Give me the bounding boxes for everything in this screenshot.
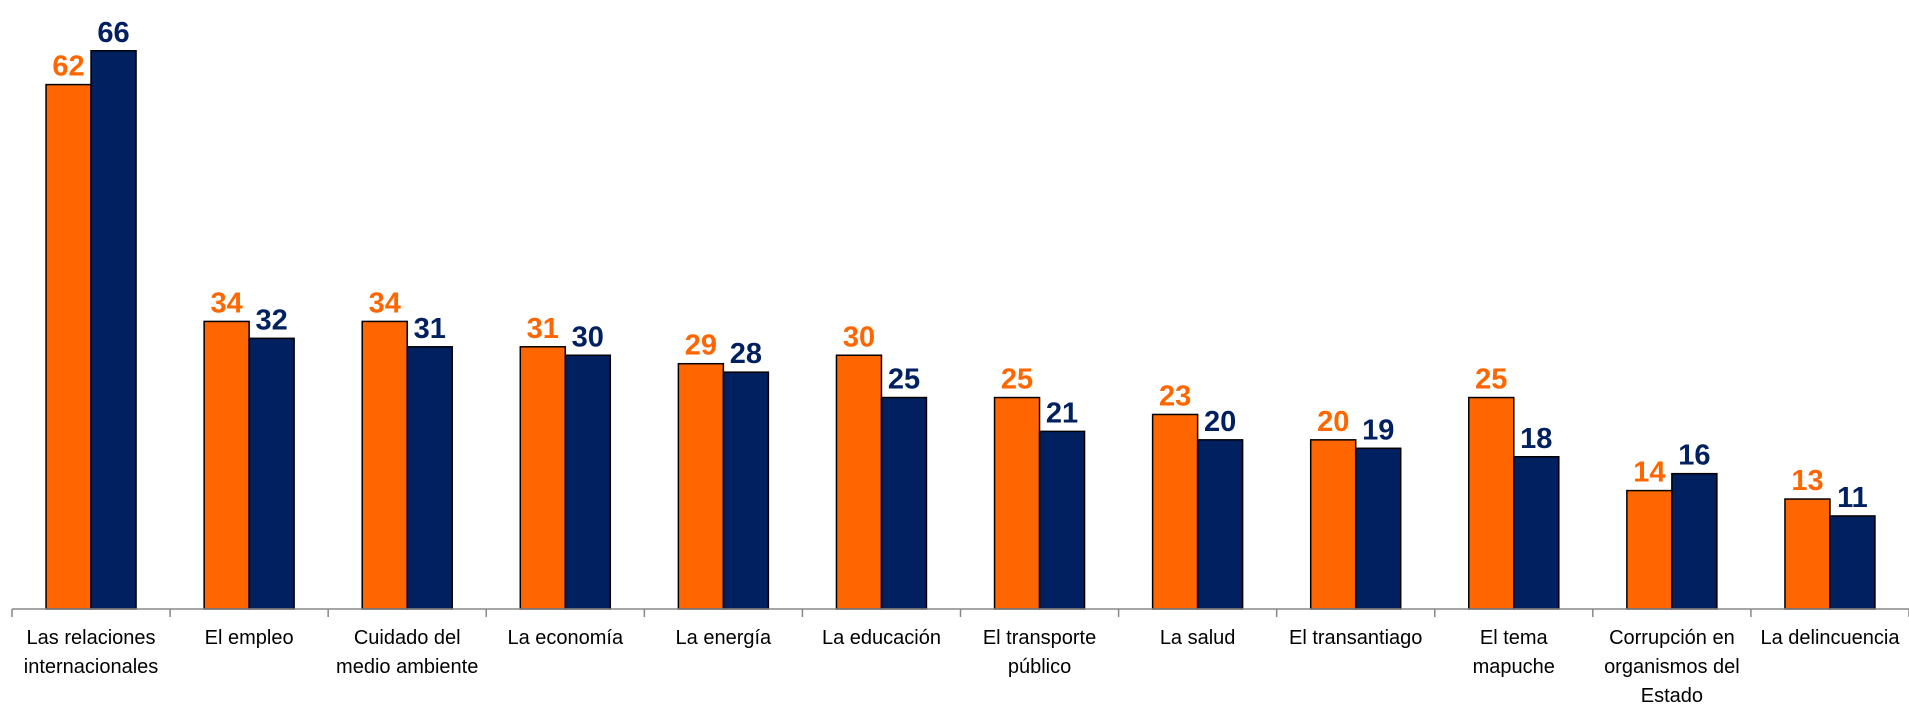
- bar: [203, 320, 250, 610]
- bar: [45, 83, 92, 610]
- category-line: mapuche: [1473, 656, 1555, 678]
- category-line: público: [1008, 656, 1071, 678]
- value-label: 29: [685, 330, 717, 362]
- value-label: 11: [1837, 482, 1868, 514]
- category-line: internacionales: [24, 656, 159, 678]
- x-tick-label: El transporte público: [983, 627, 1096, 678]
- bar: [677, 362, 725, 610]
- x-tick-label: La salud: [1160, 627, 1236, 649]
- x-tick-label: El tema mapuche: [1473, 627, 1555, 678]
- bar: [1784, 498, 1831, 610]
- category-line: El empleo: [205, 627, 294, 649]
- bar: [90, 50, 137, 610]
- value-label: 19: [1362, 414, 1394, 446]
- value-label: 14: [1633, 457, 1665, 489]
- category-line: El tema: [1480, 627, 1549, 649]
- bar: [406, 346, 453, 610]
- x-tick-label: La economía: [507, 627, 624, 649]
- x-tick-label: Corrupción en organismos del Estado: [1604, 627, 1740, 707]
- x-tick-label: La delincuencia: [1760, 627, 1900, 649]
- bar: [361, 320, 408, 610]
- bar: [993, 396, 1041, 610]
- value-label: 25: [1001, 364, 1033, 396]
- bar: [1671, 472, 1718, 610]
- value-label: 25: [1475, 364, 1507, 396]
- value-label: 28: [730, 338, 762, 370]
- value-label: 20: [1317, 406, 1349, 438]
- category-line: Estado: [1641, 685, 1703, 707]
- value-label: 21: [1046, 397, 1078, 429]
- value-label: 30: [843, 321, 875, 353]
- category-line: Corrupción en: [1609, 627, 1735, 649]
- category-line: La delincuencia: [1760, 627, 1900, 649]
- category-line: medio ambiente: [336, 656, 478, 678]
- bar: [1038, 430, 1086, 610]
- x-tick-label: Cuidado del medio ambiente: [336, 627, 478, 678]
- category-line: Cuidado del: [354, 627, 461, 649]
- value-label: 34: [369, 287, 401, 319]
- bar: [1196, 439, 1244, 610]
- category-line: La salud: [1160, 627, 1236, 649]
- category-line: La educación: [822, 627, 941, 649]
- value-label: 31: [527, 313, 559, 345]
- bar: [1151, 413, 1199, 610]
- category-line: Las relaciones: [27, 627, 156, 649]
- category-line: El transporte: [983, 627, 1096, 649]
- value-label: 66: [97, 17, 129, 49]
- category-line: La economía: [507, 627, 624, 649]
- category-line: El transantiago: [1289, 627, 1422, 649]
- category-line: organismos del: [1604, 656, 1740, 678]
- value-label: 62: [52, 51, 84, 83]
- x-tick-label: El transantiago: [1289, 627, 1422, 649]
- bar: [1309, 439, 1357, 610]
- bar: [880, 396, 928, 610]
- value-label: 32: [255, 304, 287, 336]
- bar: [835, 354, 883, 610]
- bar: [564, 354, 612, 610]
- bar: [1354, 447, 1402, 610]
- bar: [1829, 515, 1876, 610]
- x-tick-label: Las relaciones internacionales: [24, 627, 159, 678]
- bar: [1626, 489, 1673, 610]
- value-label: 18: [1520, 423, 1552, 455]
- value-label: 20: [1204, 406, 1236, 438]
- value-label: 13: [1791, 465, 1823, 497]
- value-label: 34: [210, 287, 242, 319]
- bar: [1468, 396, 1515, 610]
- category-line: La energía: [676, 627, 773, 649]
- bar: [248, 337, 295, 610]
- bar: [722, 371, 770, 610]
- value-label: 30: [572, 321, 604, 353]
- value-label: 23: [1159, 380, 1191, 412]
- value-label: 31: [414, 313, 446, 345]
- x-tick-label: El empleo: [205, 627, 294, 649]
- value-label: 16: [1678, 440, 1710, 472]
- value-label: 25: [888, 364, 920, 396]
- bar: [519, 346, 567, 610]
- x-tick-label: La energía: [676, 627, 773, 649]
- x-tick-label: La educación: [822, 627, 941, 649]
- bar: [1513, 456, 1560, 610]
